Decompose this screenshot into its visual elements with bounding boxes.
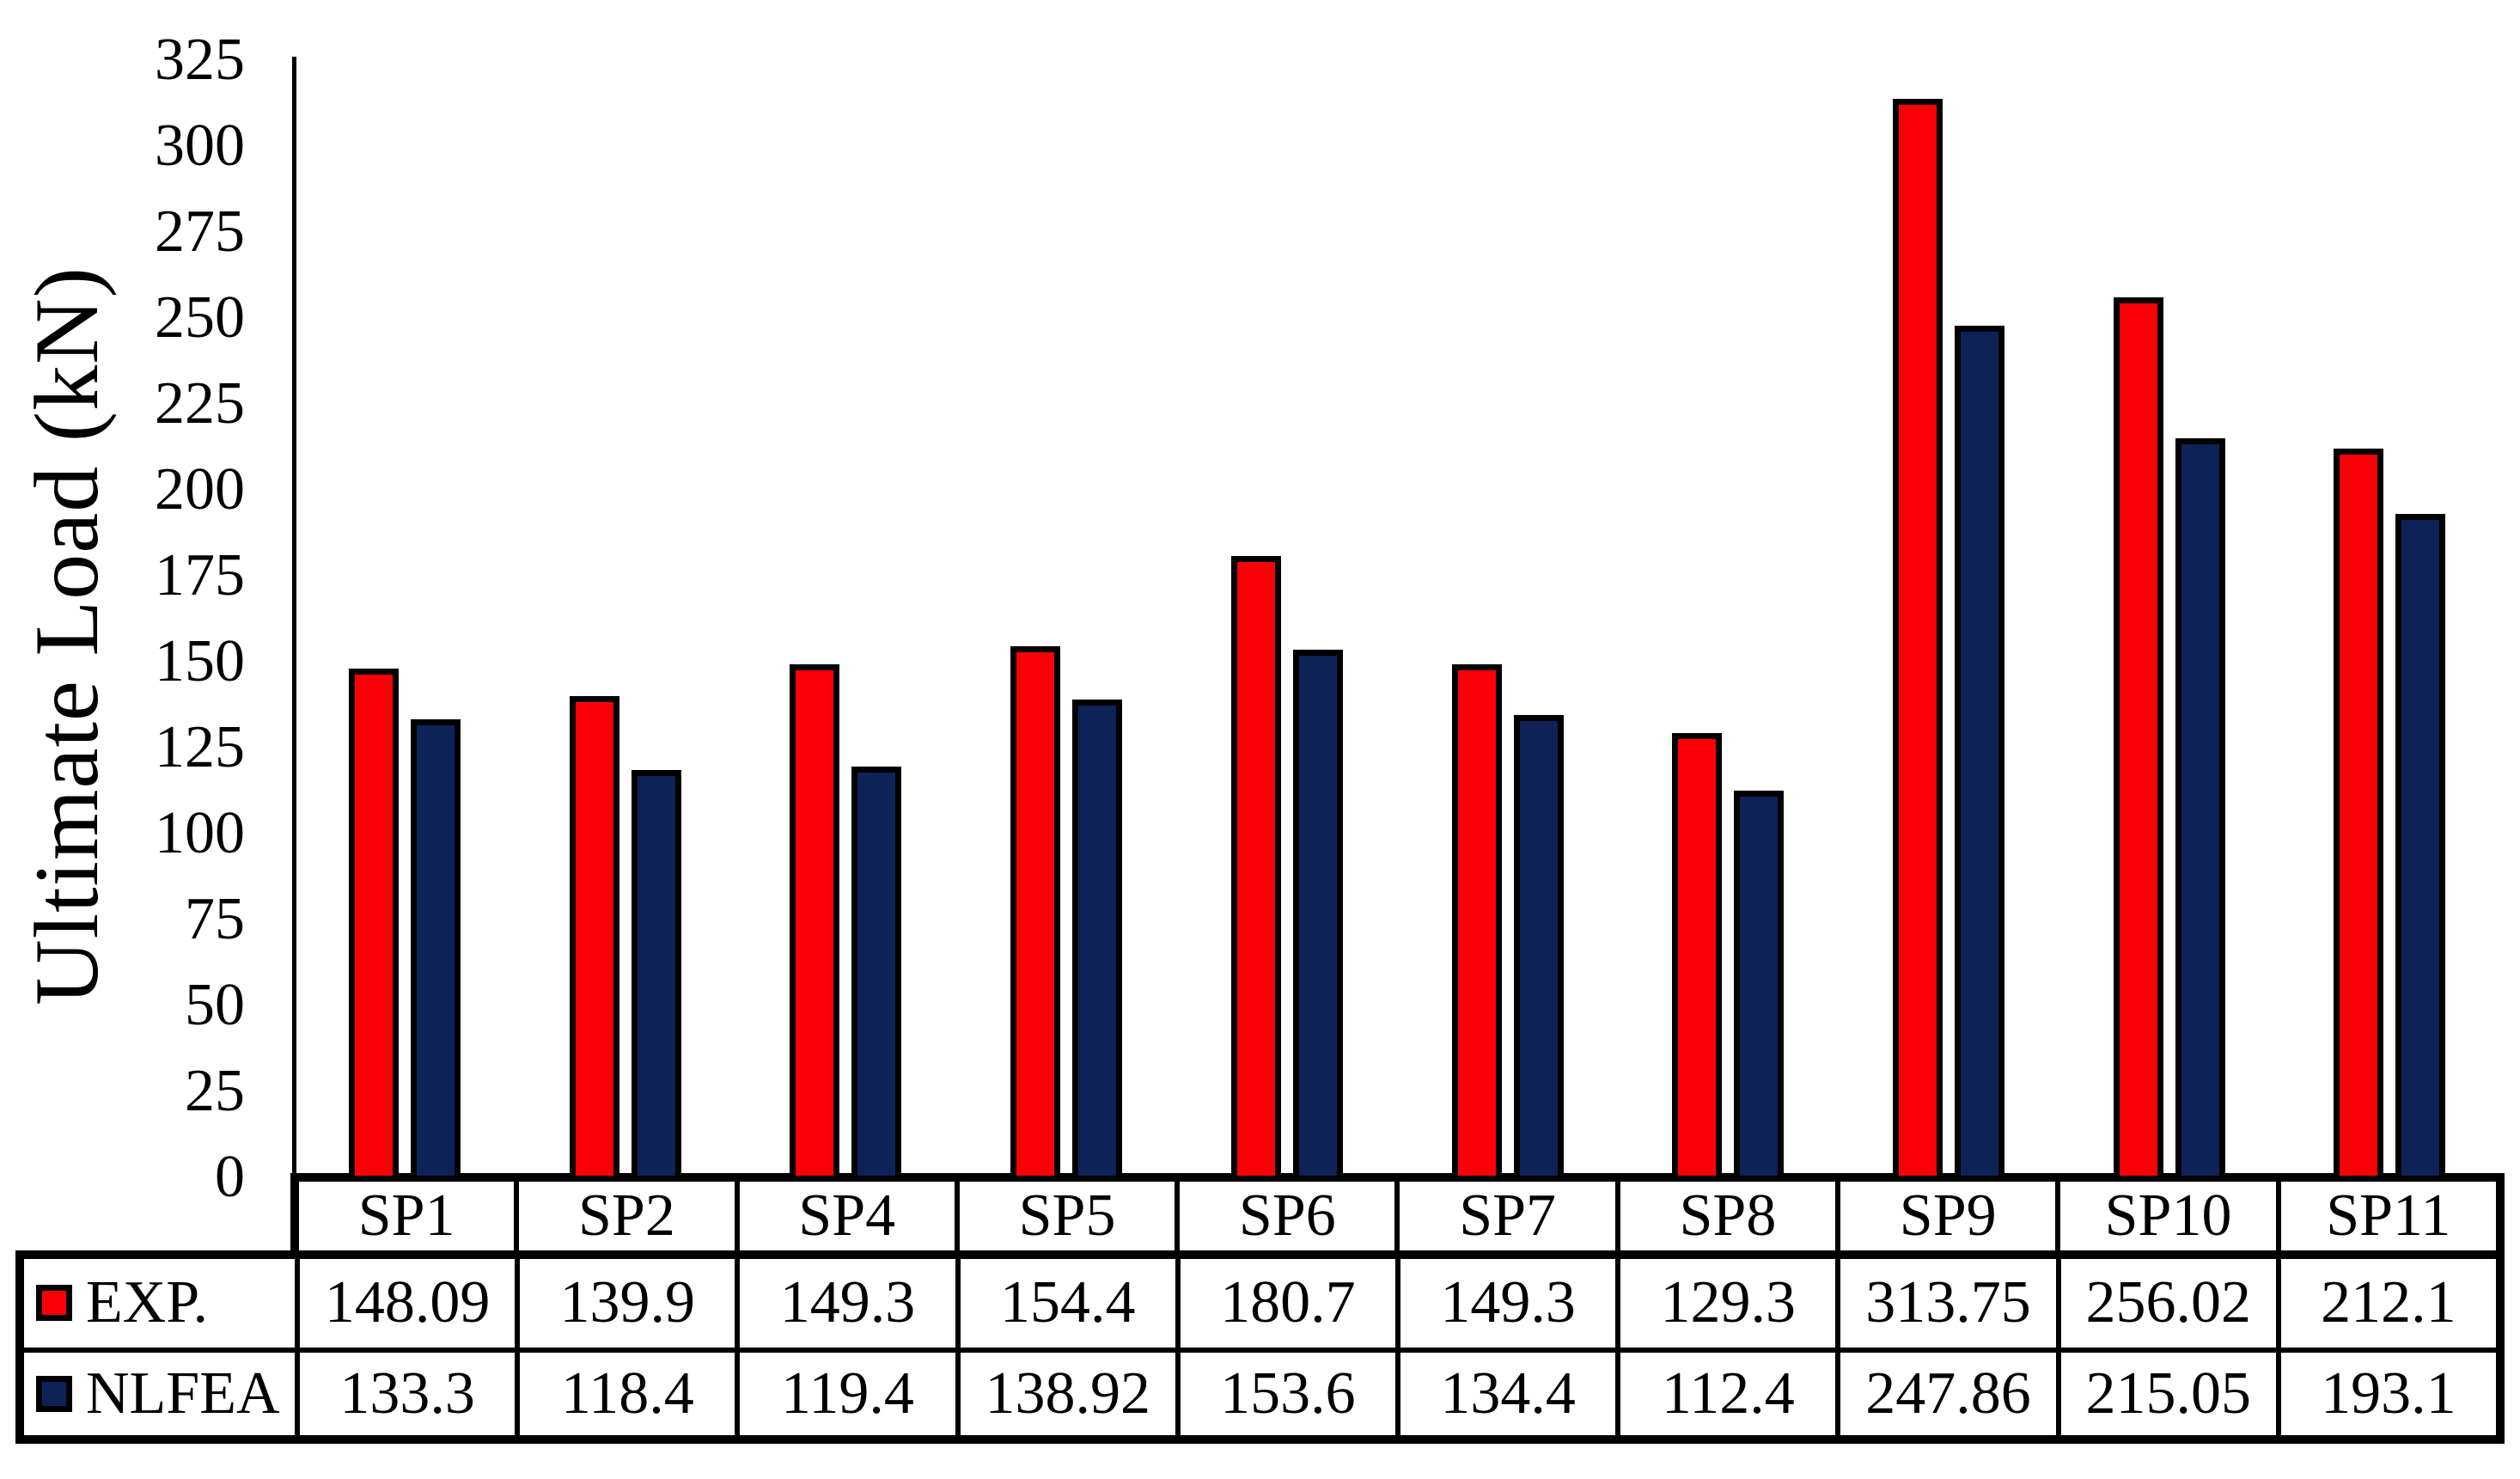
bar-exp-sp1 <box>349 669 399 1182</box>
y-tick-label-25: 25 <box>185 1058 245 1124</box>
category-header-row: SP1 SP2 SP4 SP5 SP6 SP7 SP8 SP9 SP10 SP11 <box>290 1173 2505 1259</box>
header-cell-sp11: SP11 <box>2275 1182 2496 1250</box>
bar-exp-sp5 <box>1010 646 1060 1182</box>
y-tick-label-75: 75 <box>185 886 245 952</box>
nlfea-value-sp1: 133.3 <box>295 1347 516 1435</box>
header-cell-sp8: SP8 <box>1614 1182 1835 1250</box>
nlfea-value-sp6: 153.6 <box>1175 1347 1395 1435</box>
legend-swatch-nlfea <box>36 1375 72 1412</box>
exp-value-sp2: 139.9 <box>515 1259 735 1348</box>
nlfea-value-sp5: 138.92 <box>955 1347 1175 1435</box>
bar-exp-sp7 <box>1452 664 1502 1182</box>
data-table: EXP. 148.09 139.9 149.3 154.4 180.7 149.3 129.3… <box>15 1250 2505 1444</box>
exp-value-sp6: 180.7 <box>1175 1259 1395 1348</box>
bar-exp-sp8 <box>1672 733 1722 1182</box>
y-tick-label-100: 100 <box>155 800 245 866</box>
header-cell-sp5: SP5 <box>954 1182 1175 1250</box>
bar-exp-sp4 <box>790 664 839 1182</box>
bar-nlfea-sp4 <box>851 767 901 1182</box>
legend-label: EXP. <box>86 1269 208 1336</box>
header-cell-sp4: SP4 <box>734 1182 955 1250</box>
nlfea-value-sp10: 215.05 <box>2055 1347 2276 1435</box>
nlfea-value-sp4: 119.4 <box>735 1347 955 1435</box>
nlfea-value-sp7: 134.4 <box>1395 1347 1616 1435</box>
y-tick-label-125: 125 <box>155 714 245 780</box>
header-cell-sp1: SP1 <box>357 1183 455 1249</box>
nlfea-value-sp2: 118.4 <box>515 1347 735 1435</box>
bar-exp-sp9 <box>1893 99 1943 1182</box>
exp-value-sp5: 154.4 <box>955 1259 1175 1348</box>
header-cell-sp6: SP6 <box>1175 1182 1394 1250</box>
y-tick-label-175: 175 <box>155 542 245 608</box>
y-tick-label-250: 250 <box>155 284 245 351</box>
bar-exp-sp6 <box>1231 556 1281 1182</box>
legend-label: NLFEA <box>86 1360 280 1427</box>
y-tick-label-325: 325 <box>155 27 245 93</box>
header-cell-sp2: SP2 <box>514 1182 734 1250</box>
exp-value-sp4: 149.3 <box>735 1259 955 1348</box>
exp-value-sp8: 129.3 <box>1615 1259 1835 1348</box>
y-tick-label-0: 0 <box>215 1144 245 1210</box>
nlfea-value-sp11: 193.1 <box>2275 1347 2496 1435</box>
bar-nlfea-sp2 <box>632 770 681 1182</box>
legend-cell-exp: EXP. <box>24 1259 295 1348</box>
header-cell-sp9: SP9 <box>1835 1182 2055 1250</box>
header-cell-sp7: SP7 <box>1394 1182 1614 1250</box>
y-axis-line <box>292 57 296 1179</box>
y-tick-label-225: 225 <box>155 370 245 437</box>
bar-nlfea-sp1 <box>411 719 461 1182</box>
exp-value-sp11: 212.1 <box>2275 1259 2496 1348</box>
exp-value-sp10: 256.02 <box>2055 1259 2276 1348</box>
y-tick-label-200: 200 <box>155 456 245 523</box>
y-tick-label-275: 275 <box>155 199 245 265</box>
bar-nlfea-sp8 <box>1734 791 1784 1182</box>
exp-value-sp1: 148.09 <box>295 1259 515 1348</box>
legend-swatch-exp <box>36 1285 72 1322</box>
bar-nlfea-sp9 <box>1955 326 2004 1182</box>
y-tick-label-50: 50 <box>185 972 245 1038</box>
bar-exp-sp11 <box>2334 449 2383 1182</box>
bar-exp-sp10 <box>2114 297 2163 1182</box>
nlfea-value-sp9: 247.86 <box>1835 1347 2056 1435</box>
exp-value-sp9: 313.75 <box>1835 1259 2055 1348</box>
bar-nlfea-sp5 <box>1072 700 1122 1182</box>
bar-nlfea-sp6 <box>1293 650 1343 1182</box>
nlfea-value-sp8: 112.4 <box>1615 1347 1836 1435</box>
header-cell-sp10: SP10 <box>2055 1182 2275 1250</box>
bar-exp-sp2 <box>570 696 619 1182</box>
y-tick-label-150: 150 <box>155 628 245 694</box>
legend-cell-nlfea: NLFEA <box>24 1347 295 1436</box>
bar-nlfea-sp10 <box>2175 438 2225 1182</box>
y-tick-label-300: 300 <box>155 113 245 179</box>
bar-nlfea-sp7 <box>1514 715 1564 1182</box>
bar-nlfea-sp11 <box>2395 514 2445 1182</box>
exp-value-sp7: 149.3 <box>1395 1259 1615 1348</box>
